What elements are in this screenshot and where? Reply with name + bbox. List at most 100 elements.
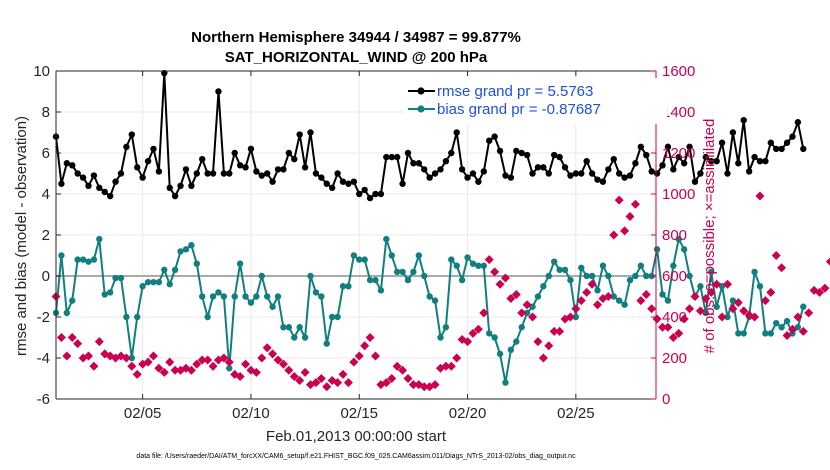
data-point bbox=[204, 170, 211, 177]
data-point bbox=[783, 317, 791, 325]
legend-bias-marker bbox=[417, 105, 425, 113]
obs-count-point bbox=[679, 314, 689, 324]
data-point bbox=[751, 153, 758, 161]
data-point bbox=[410, 268, 417, 276]
data-point bbox=[134, 164, 141, 171]
data-point bbox=[486, 137, 493, 144]
data-point bbox=[356, 256, 363, 263]
data-point bbox=[708, 158, 715, 165]
obs-count-point bbox=[311, 378, 321, 388]
data-point bbox=[356, 190, 363, 198]
data-point bbox=[215, 289, 222, 296]
y2-tick-label: 1000 bbox=[662, 186, 695, 203]
data-point bbox=[762, 330, 769, 337]
data-point bbox=[437, 334, 444, 341]
data-point bbox=[112, 178, 119, 185]
data-point bbox=[177, 248, 184, 255]
data-point bbox=[220, 170, 228, 177]
data-point bbox=[269, 178, 276, 185]
data-point bbox=[480, 262, 487, 269]
data-point bbox=[199, 155, 206, 163]
data-point bbox=[496, 147, 504, 155]
y-tick-label: 4 bbox=[42, 186, 50, 203]
legend-bias-label: bias grand pr = -0.87687 bbox=[437, 101, 601, 118]
data-point bbox=[161, 266, 168, 274]
obs-count-point bbox=[148, 351, 158, 361]
obs-count-point bbox=[127, 361, 137, 371]
obs-count-point bbox=[739, 306, 749, 316]
data-point bbox=[263, 170, 271, 177]
data-point bbox=[258, 272, 265, 280]
data-point bbox=[680, 246, 688, 253]
data-point bbox=[171, 192, 179, 200]
data-point bbox=[550, 151, 558, 159]
obs-count-point bbox=[463, 337, 473, 347]
data-point bbox=[513, 147, 520, 155]
data-point bbox=[605, 272, 612, 280]
data-point bbox=[323, 340, 330, 347]
data-point bbox=[643, 151, 650, 159]
data-point bbox=[718, 139, 726, 146]
obs-count-point bbox=[641, 289, 651, 299]
obs-count-point bbox=[203, 355, 213, 365]
data-point bbox=[621, 301, 628, 308]
obs-count-point bbox=[538, 353, 548, 363]
data-point bbox=[63, 309, 71, 317]
y-tick-label: 8 bbox=[42, 104, 50, 121]
y-tick-label: -2 bbox=[37, 309, 50, 326]
obs-count-point bbox=[354, 351, 364, 361]
data-point bbox=[377, 190, 385, 198]
data-point bbox=[659, 291, 666, 298]
obs-count-point bbox=[555, 326, 565, 336]
data-point bbox=[550, 258, 558, 265]
data-point bbox=[724, 313, 731, 321]
obs-count-point bbox=[94, 337, 104, 347]
data-point bbox=[128, 131, 136, 138]
x-tick-label: 02/20 bbox=[449, 405, 487, 422]
data-point bbox=[242, 164, 249, 171]
obs-count-point bbox=[706, 287, 716, 297]
obs-count-point bbox=[782, 330, 792, 340]
obs-count-point bbox=[316, 374, 326, 383]
data-point bbox=[735, 160, 742, 167]
obs-count-point bbox=[132, 369, 142, 379]
data-point bbox=[236, 260, 244, 267]
data-point bbox=[697, 283, 704, 290]
data-point bbox=[415, 160, 423, 167]
data-point bbox=[740, 117, 747, 124]
data-point bbox=[708, 268, 715, 276]
data-point bbox=[588, 170, 596, 177]
data-point bbox=[269, 303, 276, 310]
obs-count-point bbox=[387, 374, 397, 383]
data-point bbox=[150, 145, 157, 153]
data-point bbox=[556, 153, 563, 161]
obs-count-point bbox=[165, 357, 175, 367]
obs-count-point bbox=[89, 361, 99, 371]
data-point bbox=[529, 170, 536, 177]
data-point bbox=[366, 276, 374, 284]
obs-count-point bbox=[398, 365, 408, 375]
data-point bbox=[345, 283, 352, 290]
data-point bbox=[312, 170, 320, 177]
data-point bbox=[583, 158, 590, 165]
data-point bbox=[328, 184, 336, 192]
data-point bbox=[664, 143, 672, 151]
data-point bbox=[318, 293, 325, 300]
obs-count-point bbox=[197, 355, 207, 365]
data-point bbox=[442, 324, 450, 331]
data-point bbox=[670, 166, 677, 173]
obs-count-point bbox=[549, 326, 559, 336]
data-point bbox=[307, 129, 314, 136]
data-point bbox=[150, 278, 157, 286]
data-point bbox=[464, 174, 471, 181]
chart-title: Northern Hemisphere 34944 / 34987 = 99.8… bbox=[191, 29, 521, 46]
data-point bbox=[280, 324, 287, 331]
obs-count-point bbox=[338, 369, 348, 379]
obs-count-point bbox=[381, 378, 391, 388]
x-tick-label: 02/25 bbox=[557, 405, 595, 422]
data-point bbox=[231, 293, 238, 300]
obs-count-point bbox=[620, 226, 630, 236]
obs-count-point bbox=[154, 363, 164, 373]
obs-count-point bbox=[701, 294, 711, 304]
